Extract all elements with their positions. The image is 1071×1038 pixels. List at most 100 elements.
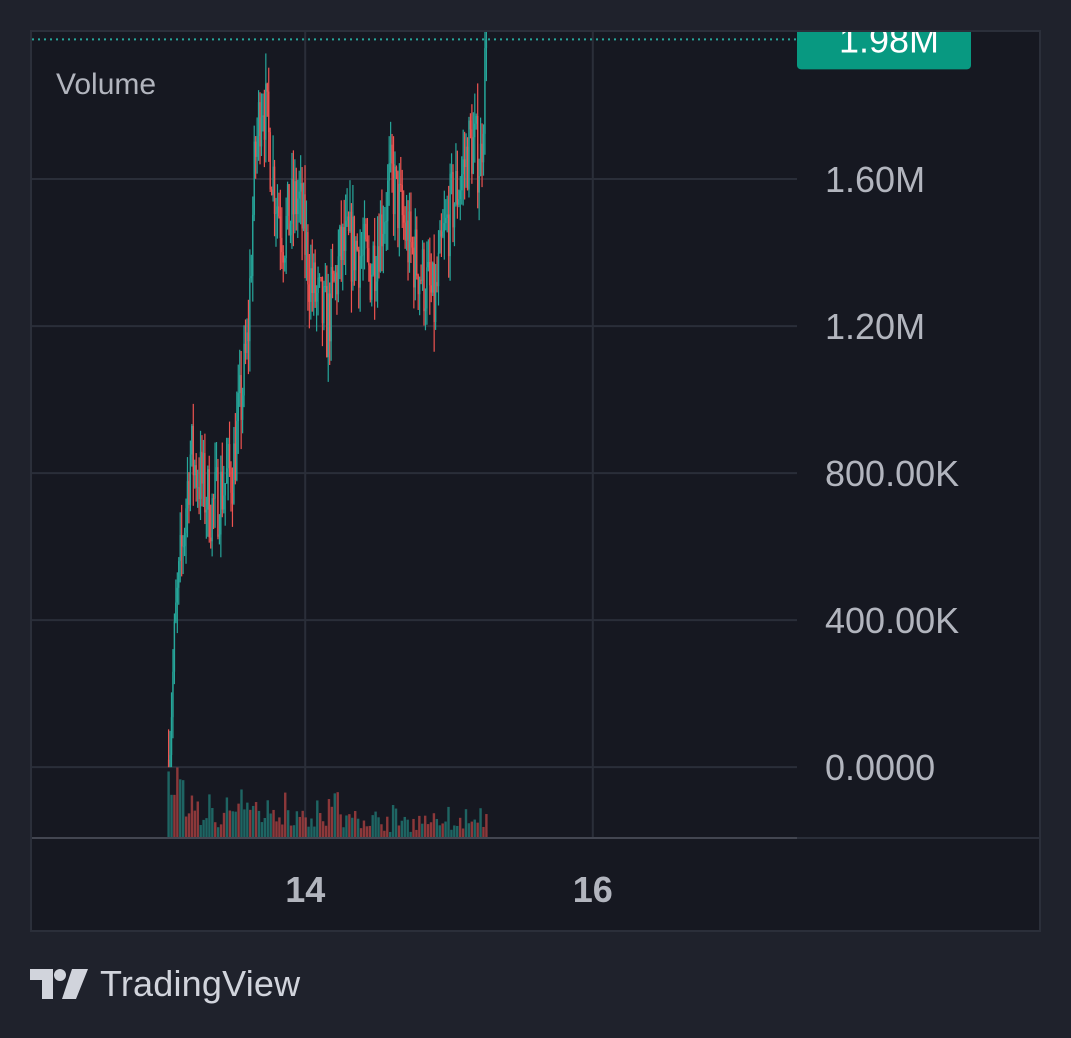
volume-bar xyxy=(316,800,319,837)
volume-bar xyxy=(406,819,409,837)
candle-body xyxy=(285,215,287,259)
volume-bar xyxy=(269,813,272,837)
candle-body xyxy=(432,262,434,293)
volume-bar xyxy=(193,810,197,837)
volume-bar xyxy=(432,813,436,837)
candle-body xyxy=(327,293,329,358)
candle-body xyxy=(462,159,464,175)
volume-bar xyxy=(386,816,389,837)
candle-body xyxy=(465,146,467,168)
candle-body xyxy=(228,444,231,469)
candle-body xyxy=(313,262,315,294)
volume-bar xyxy=(342,827,345,837)
candle-body xyxy=(183,532,186,547)
candle-body xyxy=(247,332,250,342)
y-tick-label: 800.00K xyxy=(825,453,959,494)
candle-body xyxy=(283,258,286,263)
candle-body xyxy=(270,189,273,196)
volume-chart[interactable]: 0.0000 400.00K 800.00K 1.20M 1.60M 14 16 Volu… xyxy=(32,32,1039,930)
candle-body xyxy=(191,425,193,455)
volume-bar xyxy=(371,815,374,837)
candle-body xyxy=(433,262,435,323)
candle-body xyxy=(170,717,173,756)
candle-body xyxy=(398,183,401,229)
candle-body xyxy=(295,181,298,215)
candle-body xyxy=(410,211,412,242)
candle-body xyxy=(342,227,344,261)
candle-body xyxy=(365,223,367,240)
volume-bar xyxy=(380,824,383,837)
candle-body xyxy=(282,252,284,263)
candle-body xyxy=(253,141,255,215)
volume-bar xyxy=(467,823,471,837)
volume-bar xyxy=(260,822,264,837)
volume-bar xyxy=(319,813,322,837)
candle-body xyxy=(414,229,416,288)
candle-body xyxy=(299,183,302,192)
volume-bar xyxy=(479,808,482,837)
volume-bar xyxy=(464,809,468,837)
candle-body xyxy=(389,144,392,164)
candle-body xyxy=(375,281,377,292)
candle-body xyxy=(234,443,237,481)
candle-body xyxy=(179,535,181,562)
volume-bar xyxy=(324,825,328,837)
candle-body xyxy=(209,537,212,542)
x-axis: 14 16 xyxy=(32,837,1039,910)
candle-body xyxy=(400,183,402,186)
candle-body xyxy=(288,184,290,236)
candle-body xyxy=(230,468,232,493)
candle-body xyxy=(167,759,170,768)
candle-body xyxy=(466,146,469,190)
candle-body xyxy=(241,395,244,420)
candle-body xyxy=(279,216,282,238)
candle-body xyxy=(391,144,393,165)
candle-body xyxy=(373,245,376,292)
candle-body xyxy=(379,214,382,272)
volume-bar xyxy=(368,825,371,837)
candle-body xyxy=(485,39,488,49)
tradingview-logo[interactable]: TradingView xyxy=(30,962,300,1006)
candle-body xyxy=(281,237,283,253)
candle-body xyxy=(176,587,179,603)
volume-bar xyxy=(249,809,252,837)
candle-body xyxy=(482,133,485,163)
volume-bar xyxy=(181,780,185,837)
candle-body xyxy=(478,175,480,193)
volume-bar xyxy=(356,818,360,837)
candle-body xyxy=(169,755,171,768)
candle-body xyxy=(371,274,373,300)
candle-body xyxy=(360,255,363,257)
candle-body xyxy=(302,194,305,229)
volume-bar xyxy=(394,808,398,837)
candle-body xyxy=(468,120,470,190)
candle-body xyxy=(304,194,306,255)
volume-bar xyxy=(243,809,246,837)
candle-body xyxy=(392,164,395,215)
candle-body xyxy=(305,232,308,255)
y-tick-label: 400.00K xyxy=(825,600,959,641)
volume-bar xyxy=(362,820,366,837)
candle-body xyxy=(413,247,415,288)
candle-body xyxy=(227,444,229,469)
candle-body xyxy=(172,671,174,718)
volume-bar xyxy=(461,828,465,837)
volume-bar xyxy=(348,814,351,837)
candles xyxy=(167,32,488,768)
volume-bar xyxy=(330,806,334,837)
candle-body xyxy=(430,285,432,293)
candle-body xyxy=(244,343,247,354)
volume-bars xyxy=(167,767,488,837)
volume-bar xyxy=(333,793,336,837)
volume-bar xyxy=(400,820,404,837)
candle-body xyxy=(423,249,425,312)
candle-body xyxy=(328,293,331,342)
candle-body xyxy=(199,451,202,500)
candle-body xyxy=(239,375,241,394)
candle-body xyxy=(268,91,270,133)
candle-body xyxy=(343,227,345,251)
candle-body xyxy=(453,203,456,228)
candle-body xyxy=(458,199,460,205)
candle-body xyxy=(405,220,408,241)
volume-bar xyxy=(374,811,377,837)
